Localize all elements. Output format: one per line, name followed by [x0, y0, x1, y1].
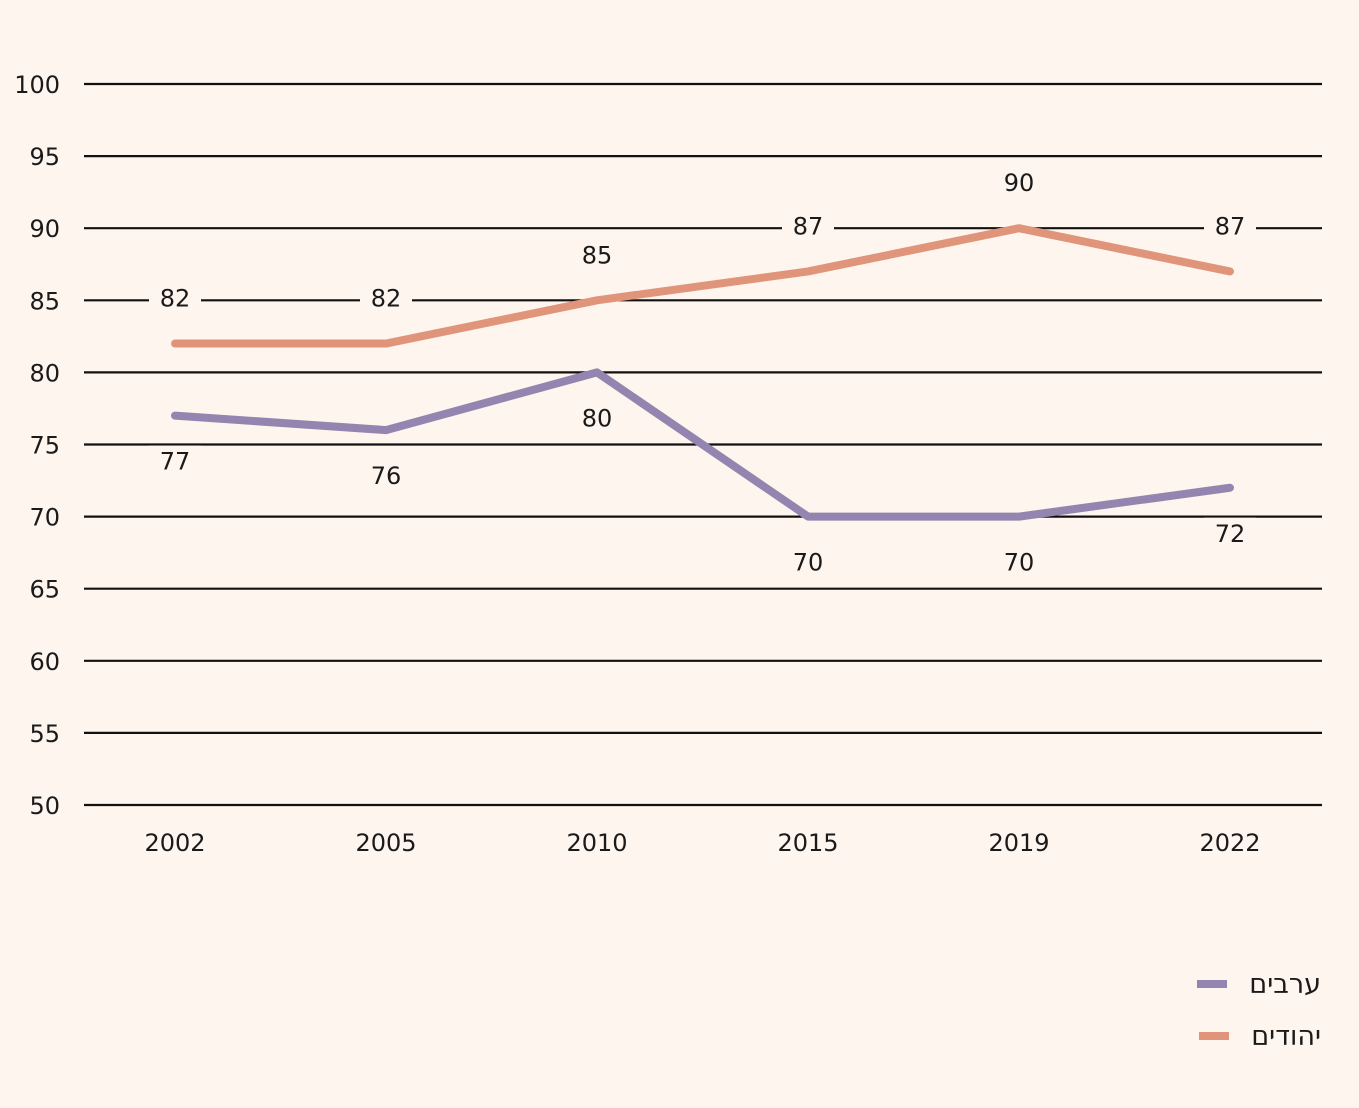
series-line-0: [171, 368, 1234, 521]
y-tick-label: 85: [29, 287, 60, 315]
data-label: 87: [793, 212, 824, 240]
data-label: 76: [371, 462, 402, 490]
y-tick-label: 60: [29, 648, 60, 676]
data-label-bg: [149, 445, 201, 478]
data-label-bg: [149, 282, 201, 315]
x-tick-label: 2002: [144, 829, 205, 857]
x-tick-label: 2010: [566, 829, 627, 857]
data-label-bg: [571, 239, 623, 272]
legend-label-arabs: ערבים: [1249, 968, 1321, 1000]
data-label: 77: [160, 448, 191, 476]
data-label-bg: [360, 460, 412, 493]
y-tick-label: 100: [14, 71, 60, 99]
data-label: 72: [1215, 520, 1246, 548]
data-label: 70: [1004, 549, 1035, 577]
y-tick-label: 80: [29, 359, 60, 387]
legend-item-arabs: ערבים: [1197, 958, 1321, 1010]
data-label-bg: [1204, 210, 1256, 243]
y-tick-label: 70: [29, 504, 60, 532]
data-label: 80: [582, 404, 613, 432]
data-label: 85: [582, 241, 613, 269]
series-line-1: [171, 224, 1234, 348]
data-label-bg: [1204, 517, 1256, 550]
data-label: 90: [1004, 169, 1035, 197]
x-tick-label: 2015: [777, 829, 838, 857]
y-tick-label: 50: [29, 792, 60, 820]
legend: ערבים יהודים: [1197, 958, 1321, 1062]
legend-label-jews: יהודים: [1251, 1020, 1321, 1052]
data-label-bg: [360, 282, 412, 315]
x-tick-label: 2019: [988, 829, 1049, 857]
y-tick-label: 75: [29, 432, 60, 460]
y-tick-label: 90: [29, 215, 60, 243]
data-label: 82: [160, 285, 191, 313]
data-label-bg: [782, 546, 834, 579]
legend-item-jews: יהודים: [1197, 1010, 1321, 1062]
y-tick-label: 65: [29, 576, 60, 604]
x-tick-label: 2005: [355, 829, 416, 857]
y-tick-label: 95: [29, 143, 60, 171]
data-label-bg: [782, 210, 834, 243]
legend-swatch-jews: [1199, 1032, 1230, 1040]
data-label-bg: [993, 546, 1045, 579]
data-label: 82: [371, 285, 402, 313]
data-label: 70: [793, 549, 824, 577]
data-label-bg: [571, 402, 623, 435]
data-label-bg: [993, 167, 1045, 200]
legend-swatch-arabs: [1197, 980, 1228, 988]
y-tick-label: 55: [29, 720, 60, 748]
x-tick-label: 2022: [1199, 829, 1260, 857]
data-label: 87: [1215, 212, 1246, 240]
